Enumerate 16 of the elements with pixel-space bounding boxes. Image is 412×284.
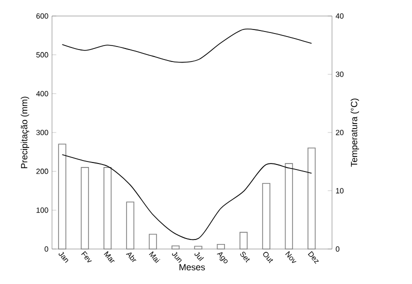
bar xyxy=(148,234,157,250)
bar xyxy=(194,246,202,250)
y2-axis-title: Temperatura (°C) xyxy=(350,98,360,167)
bar xyxy=(104,167,112,250)
bar xyxy=(58,144,66,250)
bar xyxy=(308,148,316,250)
y-axis-title: Precipitação (mm) xyxy=(20,96,30,168)
x-axis-title: Meses xyxy=(180,264,205,270)
bar xyxy=(172,245,180,250)
bar xyxy=(80,167,89,250)
bar xyxy=(216,244,225,250)
bar xyxy=(262,182,270,250)
bar xyxy=(240,232,248,250)
bar xyxy=(284,163,293,250)
line-series xyxy=(62,28,312,63)
bar xyxy=(126,202,134,250)
